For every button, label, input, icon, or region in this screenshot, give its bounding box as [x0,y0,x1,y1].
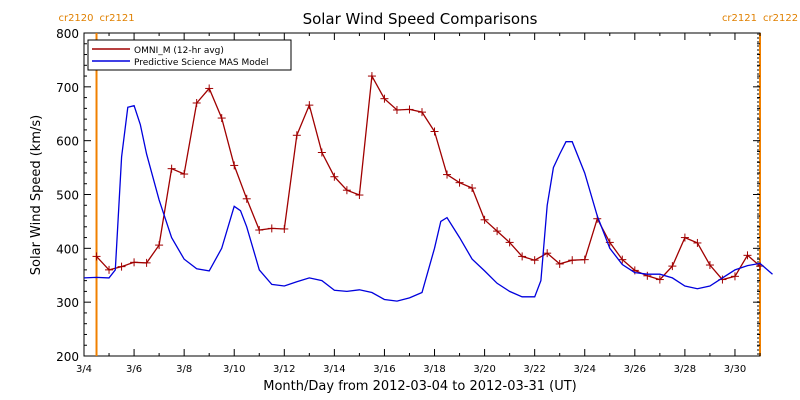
series-line-1 [96,73,761,281]
series-point [668,262,677,271]
series-point [392,105,401,114]
axes-layer: 200 300 400 500 600 700 800 3/4 3/6 3/8 3/10 3/12 3/… [56,27,761,375]
x-tick-label: 3/18 [423,364,445,375]
series-point [255,226,264,235]
x-tick-label: 3/20 [473,364,495,375]
series-point [130,258,139,267]
series-point [455,178,464,187]
x-tick-label: 3/28 [674,364,696,375]
x-tick-label: 3/10 [223,364,245,375]
legend-label: Predictive Science MAS Model [134,58,269,68]
series-point [568,256,577,265]
x-tick-label: 3/26 [624,364,646,375]
series-point [305,101,314,110]
y-tick-label: 400 [56,242,79,256]
series-point [142,258,151,267]
series-point [167,164,176,173]
series-point [330,172,339,181]
series-point [480,215,489,224]
series-point [230,161,239,170]
series-point [342,186,351,195]
carrington-label-right: cr2122 [763,13,798,24]
series-point [693,238,702,247]
y-tick-label: 500 [56,189,79,203]
y-tick-label: 300 [56,296,79,310]
series-point [267,224,276,233]
x-tick-label: 3/16 [373,364,395,375]
x-tick-label: 3/14 [323,364,345,375]
series-point [580,255,589,264]
series-point [530,256,539,265]
series-point [92,252,101,261]
series-point [618,255,627,264]
series-point [680,233,689,242]
series-point [117,262,126,271]
series-point [317,148,326,157]
series-layer [83,72,773,302]
y-tick-label: 800 [56,27,79,41]
series-point [205,84,214,93]
legend-box [87,39,292,71]
series-point [242,194,251,203]
carrington-label-left: cr2121 [722,13,757,24]
series-point [655,275,664,284]
y-tick-label: 600 [56,135,79,149]
series-point [405,105,414,114]
legend-label: OMNI_M (12-hr avg) [134,46,224,56]
carrington-label-right: cr2121 [100,13,135,24]
y-axis-label: Solar Wind Speed (km/s) [29,115,44,275]
plot-frame [83,32,761,357]
series-point [643,271,652,280]
legend: OMNI_M (12-hr avg) Predictive Science MAS… [87,39,292,71]
series-point [705,261,714,270]
x-axis-label: Month/Day from 2012-03-04 to 2012-03-31 … [263,379,576,394]
carrington-label-left: cr2120 [58,13,93,24]
series-point [192,98,201,107]
x-tick-label: 3/8 [176,364,192,375]
series-point [430,127,439,136]
series-point [380,94,389,103]
series-point [468,184,477,193]
x-tick-label: 3/24 [574,364,596,375]
x-tick-label: 3/6 [126,364,142,375]
series-point [355,191,364,200]
carrington-lines [95,33,761,356]
series-point [418,108,426,117]
x-tick-label: 3/22 [523,364,545,375]
chart-title: Solar Wind Speed Comparisons [303,10,538,28]
x-tick-label: 3/12 [273,364,295,375]
series-point [518,252,527,261]
series-point [555,259,564,268]
series-point [443,170,452,179]
series-point [180,170,189,179]
series-line-2 [83,104,773,302]
series-point [155,241,164,250]
series-point [292,131,301,140]
series-point [367,72,376,81]
series-point [743,251,752,260]
y-tick-label: 200 [56,350,79,364]
series-point [280,224,289,233]
carrington-labels: cr2120 cr2121 cr2121 cr2122 [58,13,798,24]
series-point [505,238,514,247]
series-point [543,249,552,258]
y-tick-label: 700 [56,81,79,95]
series-point [730,272,739,281]
series-point [493,227,502,236]
x-tick-label: 3/30 [724,364,746,375]
series-point [105,265,114,274]
plot-border [83,32,761,357]
x-tick-label: 3/4 [76,364,92,375]
series-point [217,114,226,123]
